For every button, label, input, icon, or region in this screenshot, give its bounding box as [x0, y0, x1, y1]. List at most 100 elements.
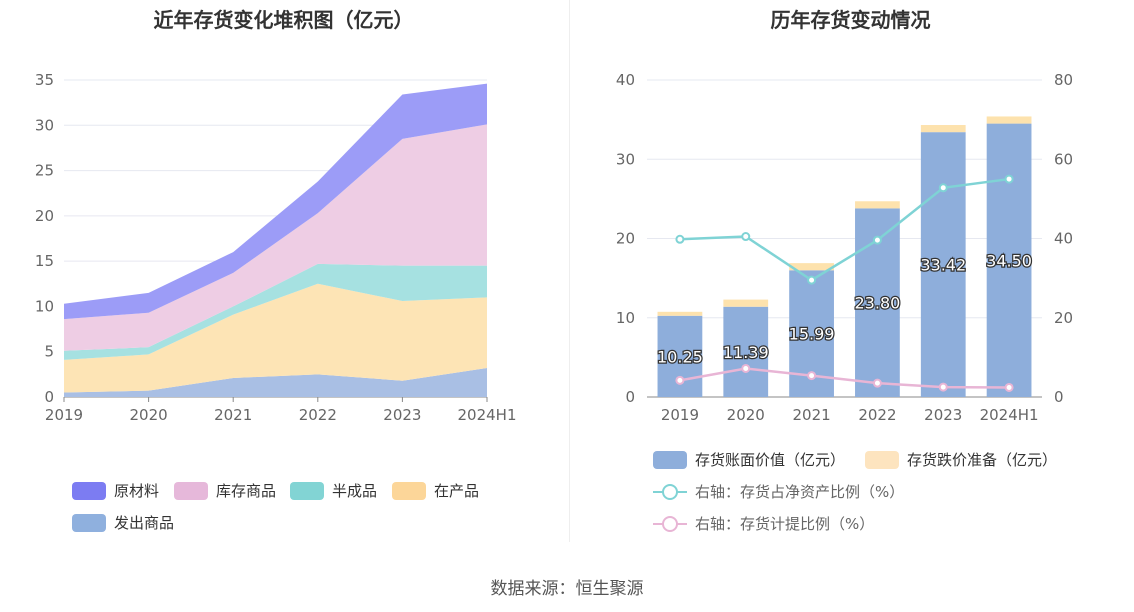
y-tick-label: 40 [616, 71, 635, 89]
legend-item[interactable]: 发出商品 [72, 512, 174, 533]
legend-item[interactable]: 右轴：存货计提比例（%） [653, 513, 874, 534]
y2-tick-label: 0 [1054, 388, 1064, 406]
legend-label: 在产品 [434, 482, 480, 500]
legend-swatch [653, 515, 687, 533]
legend-item[interactable]: 在产品 [392, 480, 479, 501]
x-tick-label: 2023 [383, 406, 421, 424]
bar-value-label: 10.25 [657, 347, 703, 366]
bar-value-label: 33.42 [920, 256, 966, 275]
y-tick-label: 20 [616, 230, 635, 248]
legend-swatch [653, 483, 687, 501]
bar-impairment [986, 116, 1032, 124]
bar-book-value [723, 306, 769, 397]
line-point [675, 375, 685, 385]
line-point [807, 371, 817, 381]
legend-swatch [290, 481, 324, 500]
y-tick-label: 30 [616, 150, 635, 168]
inventory-change-chart-panel: 历年存货变动情况 0 10 20 30 40 0 20 40 60 80 2019 2020 2021 2… [567, 0, 1134, 560]
bar-value-label: 15.99 [789, 325, 835, 344]
area-原材料 [64, 83, 487, 320]
line-point [675, 234, 685, 244]
left-chart-title: 近年存货变化堆积图（亿元） [153, 8, 414, 32]
stacked-area-chart-panel: 近年存货变化堆积图（亿元） 0 5 10 15 20 25 30 35 2019 2020 2021… [0, 0, 567, 560]
y-tick-label: 10 [616, 309, 635, 327]
bar-value-label: 11.39 [723, 343, 769, 362]
x-tick-label: 2021 [792, 406, 830, 424]
y2-tick-label: 20 [1054, 309, 1073, 327]
legend-label: 半成品 [332, 482, 378, 500]
legend-item[interactable]: 原材料 [72, 480, 159, 501]
line-point [741, 363, 751, 373]
y-tick-label: 35 [35, 71, 54, 89]
x-tick-label: 2023 [924, 406, 962, 424]
x-tick-label: 2020 [130, 406, 168, 424]
y2-tick-label: 60 [1054, 150, 1073, 168]
line-point [807, 275, 817, 285]
legend-marker [662, 483, 678, 500]
bar-value-label: 23.80 [855, 294, 901, 313]
area-发出商品 [64, 368, 487, 397]
x-tick-label: 2022 [299, 406, 337, 424]
stacked-area-chart: 0 5 10 15 20 25 30 35 2019 2020 2021 2022 2023 2024H1 [35, 71, 517, 424]
legend-swatch [174, 481, 208, 500]
panel-divider [569, 0, 570, 542]
legend-label: 右轴：存货计提比例（%） [695, 515, 875, 533]
bar-line-chart: 0 10 20 30 40 0 20 40 60 80 2019 2020 2021 2022 2023 20… [616, 71, 1073, 424]
bar-impairment [920, 125, 966, 133]
legend-swatch [72, 481, 106, 500]
area-库存商品 [64, 124, 487, 351]
legend-label: 存货账面价值（亿元） [695, 451, 846, 469]
legend-label: 库存商品 [216, 482, 277, 500]
legend-item[interactable]: 存货跌价准备（亿元） [865, 449, 1057, 470]
bar-value-label: 34.50 [986, 251, 1032, 270]
x-tick-label: 2024H1 [980, 406, 1039, 424]
bar-book-value [920, 132, 966, 398]
bar-book-value [986, 123, 1032, 398]
y2-tick-label: 40 [1054, 230, 1073, 248]
line-series-2 [679, 367, 1010, 389]
x-tick-label: 2019 [661, 406, 699, 424]
y-tick-label: 25 [35, 162, 54, 180]
legend-item[interactable]: 存货账面价值（亿元） [653, 449, 845, 470]
bar-impairment [657, 311, 703, 316]
x-tick-label: 2024H1 [458, 406, 517, 424]
y2-tick-label: 80 [1054, 71, 1073, 89]
bar-impairment [723, 299, 769, 307]
line-point [1004, 382, 1014, 392]
y-tick-label: 0 [44, 388, 54, 406]
line-point [872, 378, 882, 388]
x-tick-label: 2019 [45, 406, 83, 424]
legend-label: 存货跌价准备（亿元） [907, 451, 1058, 469]
legend-label: 原材料 [114, 482, 160, 500]
legend-item[interactable]: 库存商品 [174, 480, 276, 501]
y-tick-label: 10 [35, 297, 54, 315]
area-半成品 [64, 263, 487, 360]
area-在产品 [64, 283, 487, 393]
line-point [872, 235, 882, 245]
y-tick-label: 0 [625, 388, 635, 406]
data-source-note: 数据来源：恒生聚源 [490, 579, 644, 599]
line-series-1 [679, 177, 1010, 282]
bar-impairment [855, 201, 900, 209]
legend-label: 发出商品 [114, 514, 175, 532]
right-chart-title: 历年存货变动情况 [770, 8, 931, 32]
legend-item[interactable]: 右轴：存货占净资产比例（%） [653, 481, 904, 502]
legend-swatch [653, 450, 687, 469]
legend-marker [662, 515, 678, 532]
y-tick-label: 20 [35, 207, 54, 225]
x-tick-label: 2021 [214, 406, 252, 424]
line-point [938, 382, 948, 392]
line-point [938, 183, 948, 193]
line-point [1004, 174, 1014, 184]
x-tick-label: 2020 [727, 406, 765, 424]
legend-item[interactable]: 半成品 [290, 480, 377, 501]
y-tick-label: 15 [35, 252, 54, 270]
legend-swatch [865, 450, 899, 469]
line-point [741, 232, 751, 242]
legend-swatch [392, 481, 426, 500]
legend-label: 右轴：存货占净资产比例（%） [695, 483, 905, 501]
y-tick-label: 5 [44, 343, 54, 361]
bar-impairment [789, 263, 834, 271]
y-tick-label: 30 [35, 116, 54, 134]
x-tick-label: 2022 [858, 406, 896, 424]
